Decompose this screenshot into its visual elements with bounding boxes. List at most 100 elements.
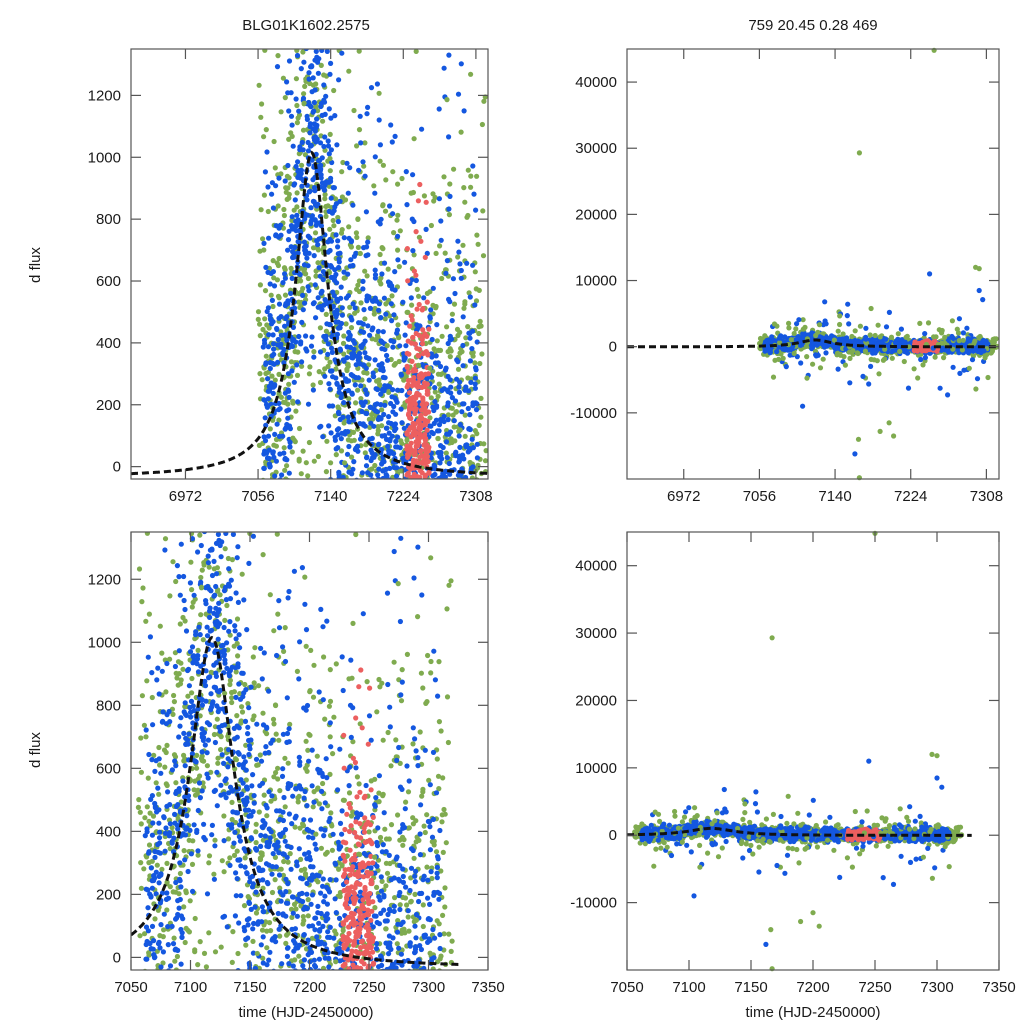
data-point-site-blue <box>458 275 464 281</box>
data-point-site-green <box>378 503 383 508</box>
data-point-site-blue <box>388 582 393 587</box>
data-point-site-blue <box>456 744 461 749</box>
data-point-site-blue <box>285 162 291 169</box>
data-point-site-blue <box>436 422 443 428</box>
data-point-site-green <box>255 309 262 315</box>
data-point-site-green <box>366 607 371 612</box>
data-point-site-green <box>465 167 471 173</box>
data-point-site-green <box>316 369 322 375</box>
data-point-site-blue <box>389 564 394 569</box>
data-point-site-blue <box>374 386 381 393</box>
data-point-site-blue <box>362 173 368 179</box>
data-point-site-blue <box>414 594 419 599</box>
data-point-site-blue <box>384 505 389 510</box>
data-point-site-red <box>418 565 423 570</box>
data-point-site-green <box>307 34 312 39</box>
data-point-site-blue <box>371 374 377 380</box>
data-point-site-blue <box>307 130 313 136</box>
data-point-site-blue <box>454 376 460 382</box>
data-point-site-green <box>472 508 477 513</box>
data-points <box>255 34 488 749</box>
data-point-site-blue <box>367 332 373 338</box>
data-point-site-blue <box>285 371 291 377</box>
data-point-site-blue <box>264 404 270 410</box>
data-point-site-blue <box>347 165 353 171</box>
data-point-site-blue <box>474 534 479 539</box>
data-point-site-blue <box>369 327 375 333</box>
data-point-site-green <box>392 527 397 532</box>
data-point-site-blue <box>302 300 308 306</box>
data-point-site-blue <box>380 374 386 380</box>
data-point-site-blue <box>299 183 305 189</box>
data-point-site-blue <box>359 512 364 517</box>
data-point-site-blue <box>345 387 352 394</box>
data-point-site-green <box>323 213 329 219</box>
data-point-site-blue <box>375 650 380 655</box>
data-point-site-green <box>385 698 390 703</box>
y-tick-label: 0 <box>113 459 121 476</box>
data-point-site-red <box>404 364 410 370</box>
data-point-site-blue <box>308 104 314 110</box>
data-point-site-blue <box>375 472 381 478</box>
data-point-site-green <box>392 608 397 613</box>
data-point-site-blue <box>385 515 390 520</box>
data-point-site-blue <box>265 455 271 461</box>
data-point-site-blue <box>408 295 414 301</box>
data-point-site-green <box>390 522 395 527</box>
data-point-site-green <box>444 493 449 498</box>
data-point-site-blue <box>456 433 462 439</box>
data-point-site-green <box>261 574 266 579</box>
data-point-site-blue <box>472 574 477 579</box>
data-point-site-green <box>339 194 345 200</box>
data-point-site-blue <box>378 635 383 640</box>
data-point-site-blue <box>404 202 410 208</box>
data-point-site-green <box>479 351 485 357</box>
data-point-site-blue <box>359 515 364 520</box>
data-point-site-green <box>403 545 408 550</box>
data-point-site-green <box>413 567 418 572</box>
data-point-site-green <box>341 710 346 715</box>
data-point-site-green <box>354 515 359 520</box>
data-point-site-blue <box>334 280 340 286</box>
data-point-site-blue <box>276 175 282 181</box>
data-point-site-green <box>374 378 380 384</box>
data-point-site-blue <box>267 654 272 659</box>
data-point-site-blue <box>381 388 387 394</box>
data-point-site-green <box>378 496 383 501</box>
data-point-site-blue <box>325 143 332 149</box>
data-point-site-blue <box>358 520 363 525</box>
data-point-site-red <box>424 427 430 433</box>
data-point-site-green <box>327 226 333 232</box>
data-point-site-blue <box>306 558 311 563</box>
data-point-site-blue <box>411 528 416 533</box>
data-point-site-blue <box>305 139 311 146</box>
data-point-site-blue <box>375 598 380 603</box>
data-point-site-green <box>278 171 284 177</box>
data-point-site-blue <box>438 237 444 243</box>
data-point-site-red <box>422 510 427 515</box>
data-point-site-green <box>427 514 432 519</box>
data-point-site-red <box>417 454 423 460</box>
data-point-site-blue <box>389 539 394 544</box>
data-point-site-green <box>462 301 468 307</box>
data-point-site-red <box>415 198 421 204</box>
data-point-site-green <box>439 333 445 339</box>
data-point-site-green <box>461 536 466 541</box>
data-point-site-blue <box>452 512 457 517</box>
data-point-site-blue <box>378 315 384 321</box>
data-point-site-blue <box>271 346 277 352</box>
data-point-site-green <box>265 626 270 631</box>
data-point-site-green <box>346 581 351 586</box>
data-point-site-green <box>365 723 370 728</box>
data-point-site-blue <box>372 190 378 196</box>
data-point-site-green <box>467 459 473 466</box>
data-point-site-green <box>274 277 280 283</box>
data-point-site-green <box>260 326 266 333</box>
data-point-site-red <box>412 505 417 510</box>
data-point-site-blue <box>431 485 436 490</box>
data-point-site-green <box>272 543 277 548</box>
data-point-site-blue <box>379 271 385 277</box>
data-point-site-red <box>417 565 422 570</box>
data-point-site-red <box>426 519 431 524</box>
data-point-site-green <box>452 498 457 503</box>
